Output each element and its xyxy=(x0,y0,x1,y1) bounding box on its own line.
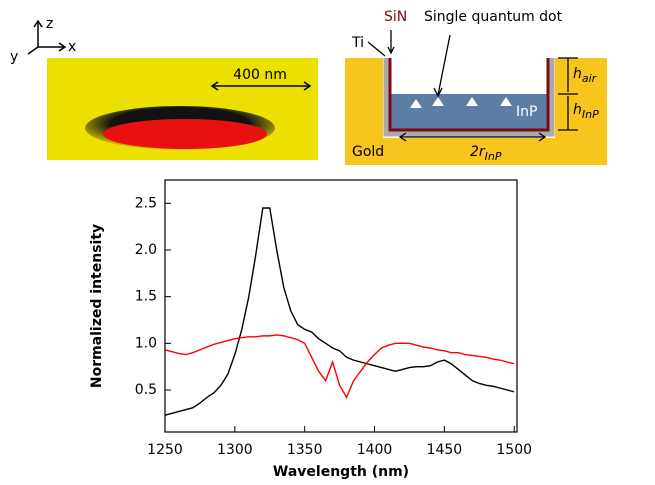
axes-icon xyxy=(27,19,67,55)
x-tick-label: 1350 xyxy=(287,442,323,458)
plot-frame xyxy=(164,179,518,433)
h: h xyxy=(573,102,582,118)
chart: 1250 1300 1350 1400 1450 1500 0.5 1.0 1.5 2.0 2.5 xyxy=(135,179,532,458)
h-air-label: hair xyxy=(573,66,598,85)
series-line xyxy=(164,334,515,400)
sub: InP xyxy=(582,108,599,121)
scale-label: 400 nm xyxy=(233,67,287,83)
y-tick-label: 1.5 xyxy=(135,289,157,305)
sin-label: SiN xyxy=(384,9,407,25)
r: 2r xyxy=(470,144,486,160)
x-tick-label: 1450 xyxy=(427,442,463,458)
x-tick-label: 1400 xyxy=(357,442,393,458)
x-axis-title: Wavelength (nm) xyxy=(273,464,409,480)
y-tick-label: 1.0 xyxy=(135,335,157,351)
sub: air xyxy=(582,72,598,85)
sub: InP xyxy=(485,150,502,163)
y-tick-label: 2.5 xyxy=(135,195,157,211)
x-tick-label: 1300 xyxy=(217,442,253,458)
x-tick-label: 1250 xyxy=(147,442,183,458)
ti-label: Ti xyxy=(351,35,364,51)
axis-x: x xyxy=(68,39,76,55)
h: h xyxy=(573,66,582,82)
x-tick-label: 1500 xyxy=(496,442,532,458)
y-tick-label: 2.0 xyxy=(135,242,157,258)
schematic xyxy=(345,30,607,165)
series-line xyxy=(164,207,515,416)
y-tick-label: 0.5 xyxy=(135,382,157,398)
inp-label: InP xyxy=(516,104,537,120)
hole-bottom xyxy=(103,119,267,149)
scale-arrow xyxy=(210,81,312,91)
axis-z: z xyxy=(46,16,53,32)
dot-label: Single quantum dot xyxy=(424,9,563,25)
r-label: 2rInP xyxy=(470,144,502,163)
y-axis-title: Normalized intensity xyxy=(89,224,105,388)
h-inp-label: hInP xyxy=(573,102,599,121)
axis-y: y xyxy=(10,49,18,65)
gold-label: Gold xyxy=(352,144,384,160)
